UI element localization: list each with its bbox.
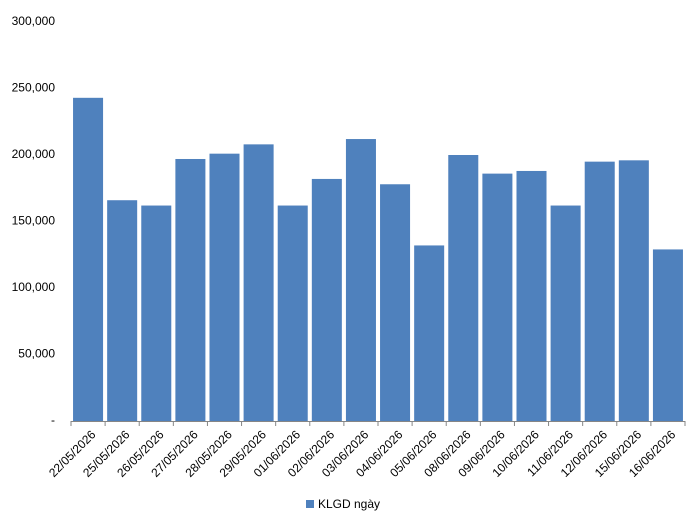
- bar: [311, 178, 342, 421]
- bar: [652, 249, 683, 421]
- legend-label: KLGD ngày: [318, 497, 380, 511]
- bar: [448, 155, 479, 421]
- bar: [482, 173, 513, 421]
- bar: [584, 161, 615, 421]
- y-tick-label: 300,000: [12, 14, 56, 28]
- bar: [175, 158, 206, 422]
- y-tick-label: 250,000: [12, 81, 56, 95]
- bar: [243, 144, 274, 422]
- bar: [345, 139, 376, 422]
- y-tick-label: 100,000: [12, 280, 56, 294]
- bar: [209, 153, 240, 422]
- bar: [414, 245, 445, 421]
- y-tick-label: -: [51, 413, 55, 427]
- legend-swatch: [306, 500, 314, 508]
- bar: [516, 170, 547, 421]
- bar: [618, 160, 649, 421]
- y-tick-label: 150,000: [12, 214, 56, 228]
- y-tick-label: 50,000: [18, 347, 55, 361]
- bar: [141, 205, 172, 421]
- bar: [73, 97, 104, 421]
- bar: [380, 184, 411, 421]
- bar: [550, 205, 581, 421]
- bar: [107, 200, 138, 421]
- y-tick-label: 200,000: [12, 147, 56, 161]
- bar: [277, 205, 308, 421]
